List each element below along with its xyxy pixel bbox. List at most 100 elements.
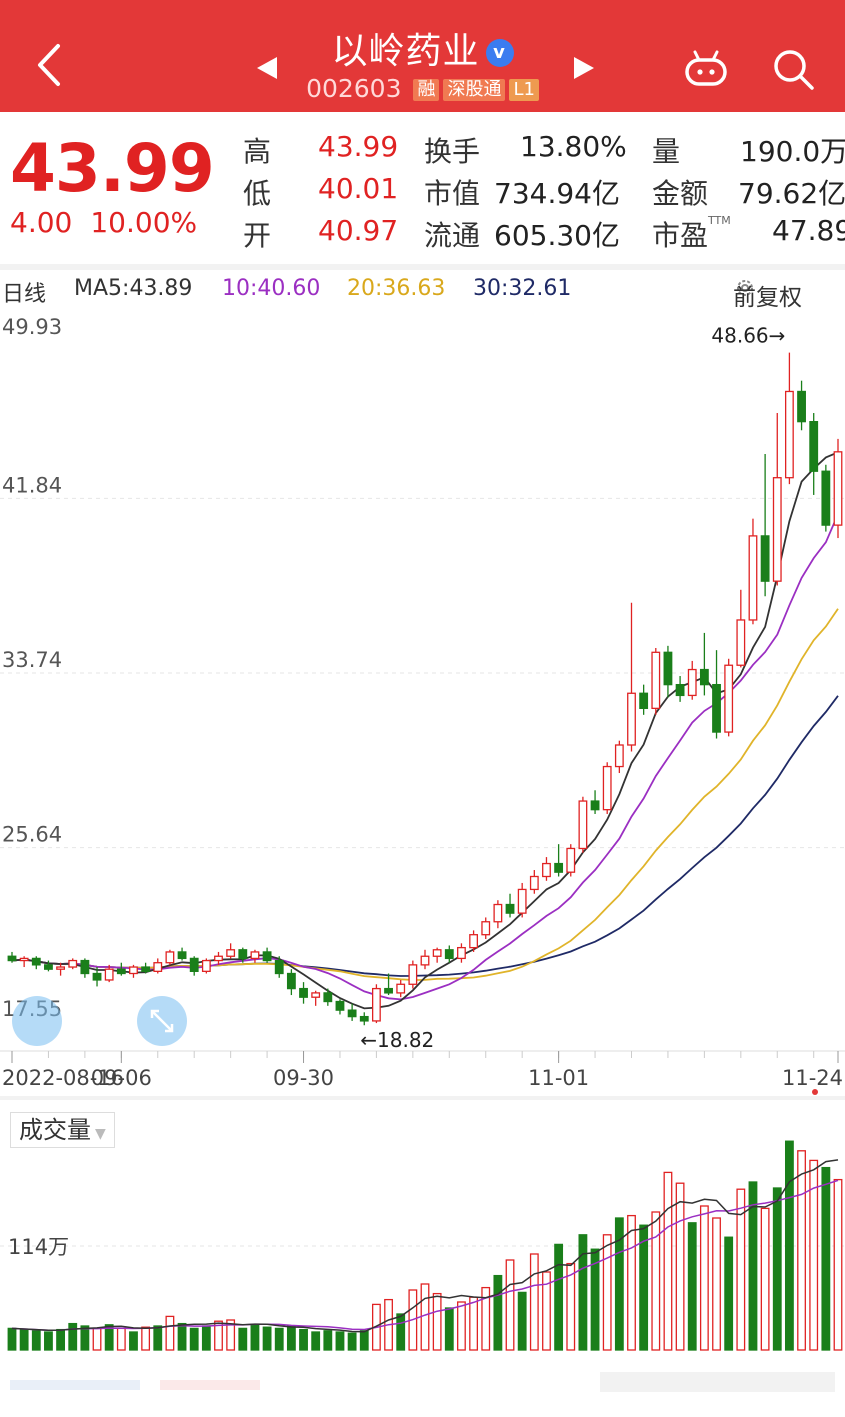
candle-body [627,692,636,746]
volume-bar [92,1327,102,1351]
next-stock-arrow-icon[interactable] [572,55,596,81]
volume-bar [529,1253,539,1351]
volume-bar [274,1327,284,1351]
candle-body [566,847,576,873]
robot-icon[interactable] [683,48,729,88]
volume-bar [772,1187,782,1351]
kline-chart[interactable]: 49.9341.8433.7425.6417.5548.66→←18.82202… [0,306,845,1096]
volume-bar [104,1324,114,1351]
high-value: 43.99 [318,130,399,163]
mktcap-value: 734.94亿 [494,177,620,210]
back-icon[interactable] [30,40,70,90]
verified-icon: v [485,39,514,67]
volume-bar [116,1327,126,1351]
volume-bar [821,1166,831,1351]
current-day-dot [812,1089,818,1095]
candle-body [821,470,831,526]
y-tick-label: 33.74 [2,648,62,672]
volume-bar [748,1181,758,1351]
volume-bar [784,1140,794,1351]
price-change: 4.00 10.00% [10,206,197,239]
x-tick-label: 11-24 [782,1066,843,1090]
open-label-cell: 开 [243,214,271,254]
candle-body [748,535,758,621]
volume-bar [177,1322,187,1351]
candle-body [432,949,442,957]
mktcap-label: 市值 [424,177,481,210]
max-price-annotation: 48.66→ [711,324,785,348]
ma10-line [11,513,839,1001]
candle-body [396,983,406,994]
candle-body [493,903,503,923]
quote-panel: 43.99 4.00 10.00% 高 43.99 低 40.01 开 40.97… [0,112,845,264]
volume-bar [153,1325,163,1351]
candle-body [651,651,661,710]
candle-body [189,957,199,972]
volume-bar [238,1327,248,1351]
volume-bar [736,1188,746,1351]
candle-body [299,987,308,998]
float-value: 605.30亿 [494,219,620,252]
y-tick-label: 25.64 [2,823,62,847]
candle-body [238,949,248,960]
candle-body [371,987,381,1022]
candle-body [274,959,284,975]
candle-body [226,949,236,957]
volume-bar [420,1283,430,1351]
indicator-selector[interactable]: 成交量 ▼ [10,1112,115,1148]
volume-bar [481,1286,491,1351]
candle-body [408,964,418,985]
ma10-legend: 10:40.60 [222,276,321,301]
volume-bar [687,1222,697,1351]
volume-chart[interactable]: 114万 [0,1100,845,1360]
caret-down-icon: ▼ [95,1126,106,1142]
search-icon[interactable] [772,48,816,92]
candle-body [712,683,721,733]
ma5-legend: MA5:43.89 [74,276,193,301]
candle-body [833,451,843,526]
candle-body [614,744,624,768]
candle-body [760,535,770,582]
candle-body [457,946,466,960]
low-value: 40.01 [318,172,399,205]
volume-bar [505,1259,515,1351]
candle-body [481,921,491,936]
candle-body [469,934,479,949]
indicator-label: 成交量 [19,1116,91,1144]
volume-bar [56,1328,66,1351]
candle-body [517,888,527,914]
adjust-selector[interactable]: 前复权 [733,274,802,311]
high-label: 高 [243,135,272,168]
low-label: 低 [243,177,272,210]
candle-body [542,862,551,878]
volume-bar [44,1331,53,1351]
volume-bar [542,1271,551,1351]
stock-name-text: 以岭药业 [331,31,480,72]
volume-label: 量 [652,135,681,168]
drag-handle[interactable] [12,996,62,1046]
candle-body [177,951,187,960]
prev-stock-arrow-icon[interactable] [255,55,279,81]
turnover-label: 换手 [424,135,481,168]
volume-bar [566,1262,576,1351]
change-percent: 10.00% [90,206,198,239]
candle-body [675,683,685,697]
candle-body [201,959,211,972]
period-selector[interactable]: 日线 [2,282,47,307]
high-row: 高 [243,130,271,170]
volume-bar [68,1322,78,1351]
change-value: 4.00 [10,206,73,239]
candle-body [602,765,612,811]
candle-body [505,903,515,914]
volume-tick-label: 114万 [8,1235,69,1259]
ma20-legend: 20:36.63 [347,276,446,301]
candle-body [420,955,430,966]
candle-body [7,955,17,962]
tab-placeholder [10,1380,140,1390]
connect-tag: 深股通 [443,79,506,101]
ma30-legend: 30:32.61 [473,276,572,301]
volume-bar [444,1307,454,1351]
candle-body [724,664,734,733]
x-tick-label: 11-01 [528,1066,589,1090]
fullscreen-button[interactable] [137,996,187,1046]
